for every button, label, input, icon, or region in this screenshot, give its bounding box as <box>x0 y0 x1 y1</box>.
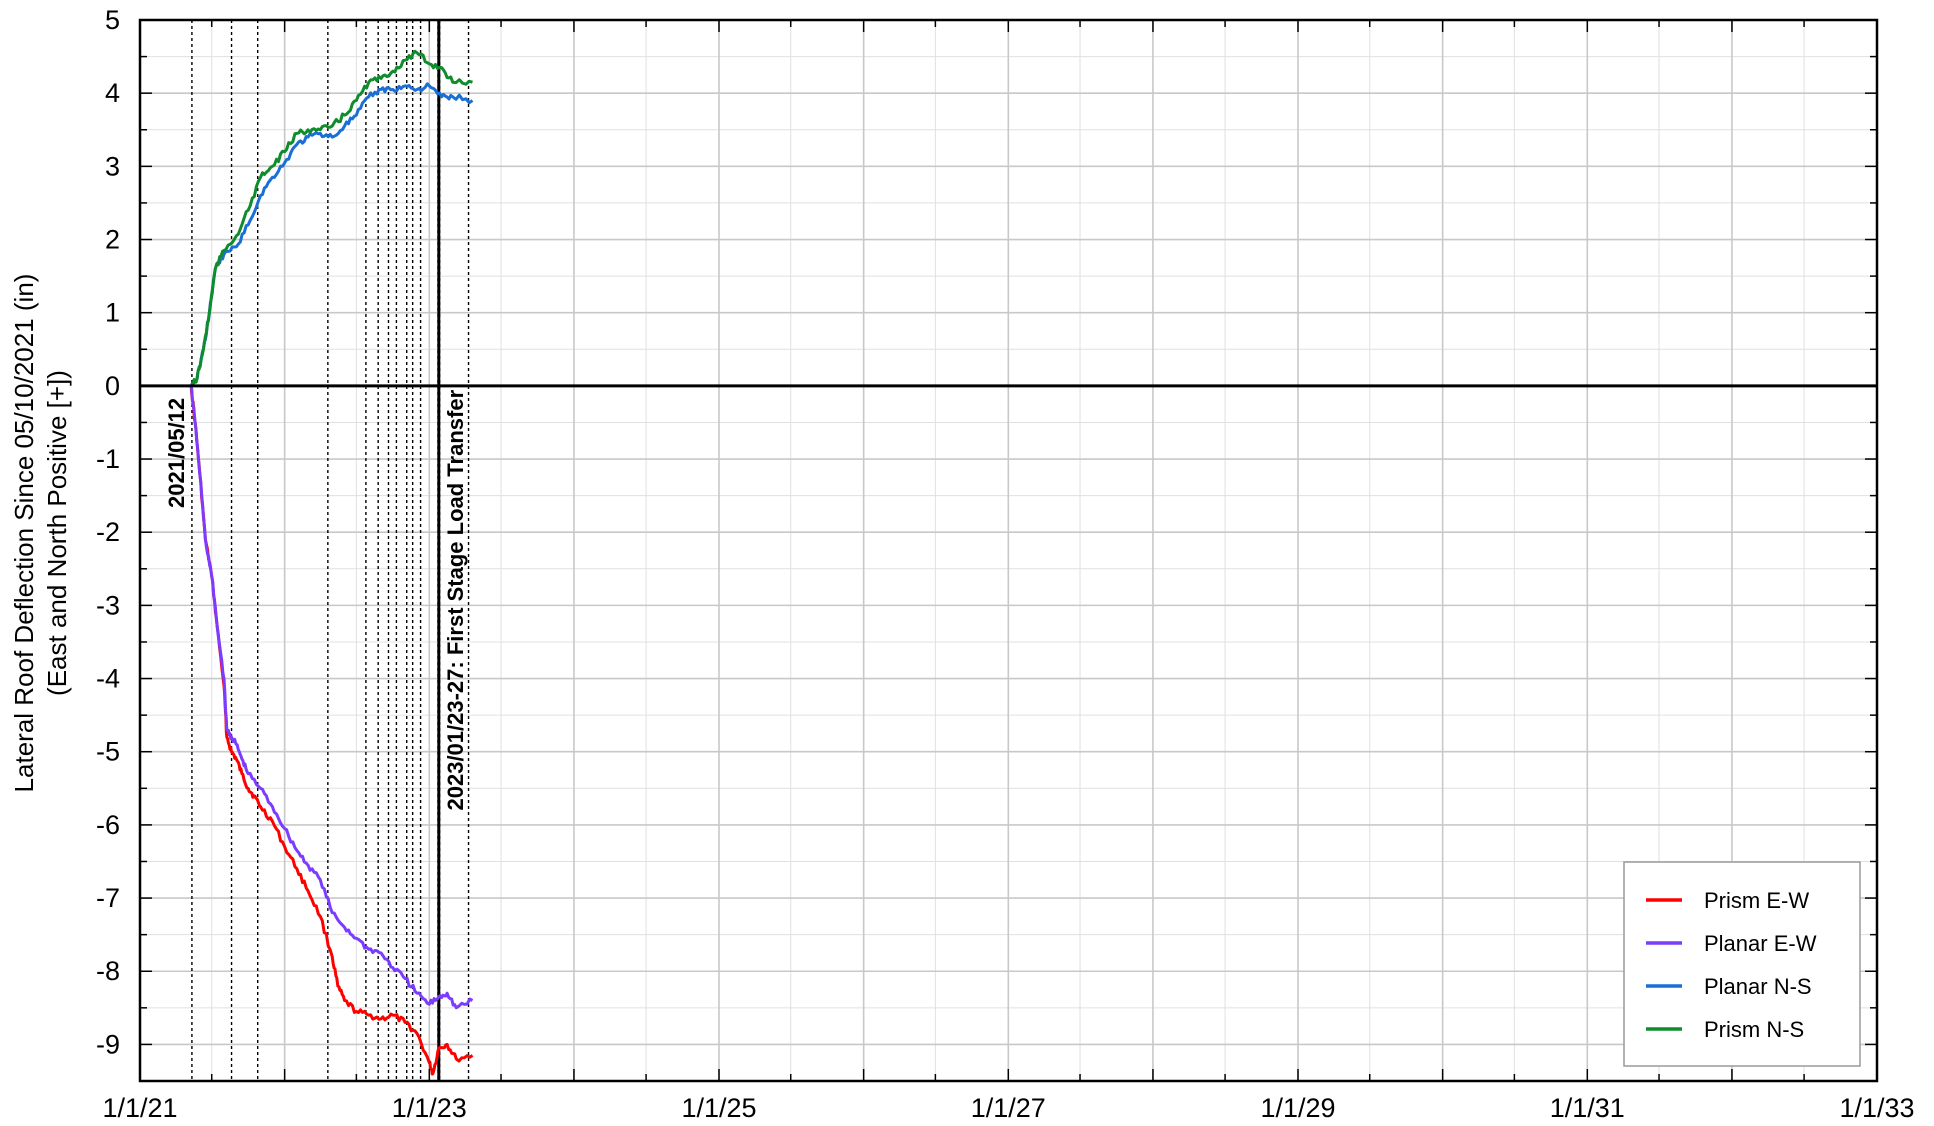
series-line-planar-n-s <box>189 82 474 387</box>
y-tick-label: -9 <box>96 1029 120 1059</box>
y-tick-label: 0 <box>105 371 120 401</box>
x-tick-label: 1/1/21 <box>102 1093 177 1123</box>
major-grid <box>139 19 1878 1081</box>
y-tick-label: -7 <box>96 883 120 913</box>
x-tick-label: 1/1/27 <box>971 1093 1046 1123</box>
x-tick-label: 1/1/23 <box>392 1093 467 1123</box>
series-line-prism-n-s <box>190 49 473 388</box>
legend-label: Prism N-S <box>1704 1017 1804 1042</box>
legend-label: Prism E-W <box>1704 888 1809 913</box>
legend: Prism E-W Planar E-W Planar N-S Prism N-S <box>1623 861 1861 1067</box>
y-tick-label: 3 <box>105 151 120 181</box>
axis-ticks <box>139 19 1878 1082</box>
legend-label: Planar N-S <box>1704 974 1812 999</box>
y-tick-label: 1 <box>105 298 120 328</box>
y-tick-label: -4 <box>96 664 120 694</box>
y-tick-labels: 5 4 3 2 1 0 -1 -2 -3 -4 -5 -6 -7 -8 -9 <box>96 5 120 1059</box>
x-tick-label: 1/1/29 <box>1260 1093 1335 1123</box>
legend-box <box>1623 861 1861 1067</box>
annotation-load-transfer: 2023/01/23-27: First Stage Load Transfer <box>443 389 468 810</box>
y-tick-label: -2 <box>96 517 120 547</box>
series-lines <box>189 49 474 1076</box>
x-tick-label: 1/1/33 <box>1839 1093 1914 1123</box>
x-tick-label: 1/1/31 <box>1550 1093 1625 1123</box>
y-tick-label: -6 <box>96 810 120 840</box>
y-tick-label: -5 <box>96 737 120 767</box>
annotation-start-date: 2021/05/12 <box>164 398 189 508</box>
y-tick-label: 5 <box>105 5 120 35</box>
annotations: 2021/05/12 2023/01/23-27: First Stage Loa… <box>164 389 468 810</box>
y-tick-label: -3 <box>96 590 120 620</box>
x-tick-labels: 1/1/21 1/1/23 1/1/25 1/1/27 1/1/29 1/1/31 1/1/… <box>102 1093 1914 1123</box>
y-tick-label: -1 <box>96 444 120 474</box>
series-line-planar-e-w <box>189 385 474 1010</box>
y-tick-label: 2 <box>105 225 120 255</box>
legend-label: Planar E-W <box>1704 931 1817 956</box>
y-tick-label: -8 <box>96 956 120 986</box>
y-axis-label-line2: (East and North Positive [+]) <box>42 370 72 696</box>
y-axis-label-line1: Lateral Roof Deflection Since 05/10/2021… <box>9 274 39 793</box>
event-lines <box>191 20 470 1081</box>
x-tick-label: 1/1/25 <box>681 1093 756 1123</box>
y-tick-label: 4 <box>105 78 120 108</box>
